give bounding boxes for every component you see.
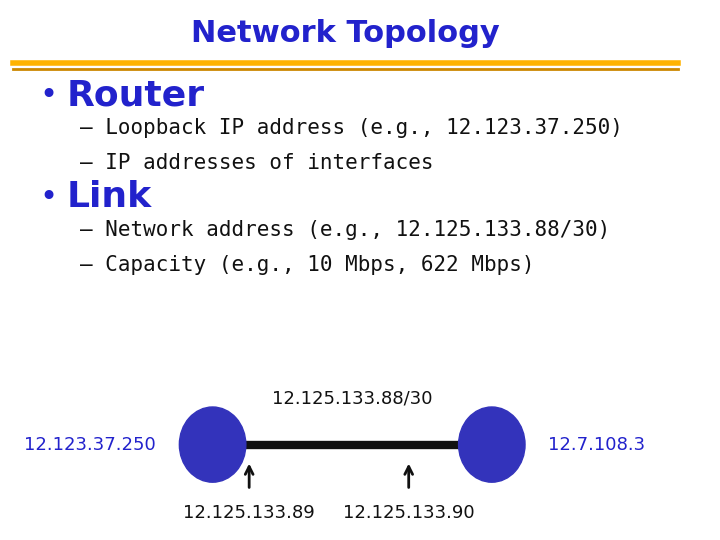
Ellipse shape xyxy=(459,407,525,482)
Text: Link: Link xyxy=(66,180,151,214)
Text: •: • xyxy=(40,81,58,110)
Text: Router: Router xyxy=(66,78,204,112)
Text: – Loopback IP address (e.g., 12.123.37.250): – Loopback IP address (e.g., 12.123.37.2… xyxy=(80,118,623,138)
Text: •: • xyxy=(40,183,58,212)
Text: Network Topology: Network Topology xyxy=(192,19,500,48)
Text: – Capacity (e.g., 10 Mbps, 622 Mbps): – Capacity (e.g., 10 Mbps, 622 Mbps) xyxy=(80,255,534,275)
Text: 12.125.133.88/30: 12.125.133.88/30 xyxy=(272,390,433,408)
Text: 12.123.37.250: 12.123.37.250 xyxy=(24,436,156,454)
Text: – IP addresses of interfaces: – IP addresses of interfaces xyxy=(80,153,433,173)
Text: 12.125.133.89: 12.125.133.89 xyxy=(184,504,315,522)
Text: 12.7.108.3: 12.7.108.3 xyxy=(549,436,645,454)
Text: 12.125.133.90: 12.125.133.90 xyxy=(343,504,474,522)
Text: – Network address (e.g., 12.125.133.88/30): – Network address (e.g., 12.125.133.88/3… xyxy=(80,220,610,240)
Ellipse shape xyxy=(179,407,246,482)
